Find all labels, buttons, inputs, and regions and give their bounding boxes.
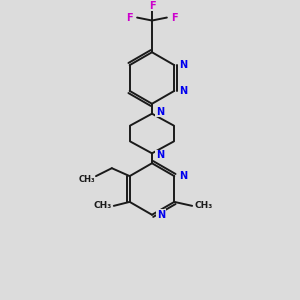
Text: CH₃: CH₃ bbox=[194, 201, 212, 210]
Text: N: N bbox=[156, 150, 164, 160]
Text: F: F bbox=[149, 1, 155, 11]
Text: F: F bbox=[127, 13, 133, 22]
Text: N: N bbox=[179, 60, 188, 70]
Text: N: N bbox=[179, 171, 188, 181]
Text: F: F bbox=[171, 13, 177, 22]
Text: N: N bbox=[179, 86, 188, 96]
Text: CH₃: CH₃ bbox=[94, 201, 112, 210]
Text: N: N bbox=[156, 107, 164, 117]
Text: N: N bbox=[157, 210, 165, 220]
Text: CH₃: CH₃ bbox=[78, 175, 95, 184]
